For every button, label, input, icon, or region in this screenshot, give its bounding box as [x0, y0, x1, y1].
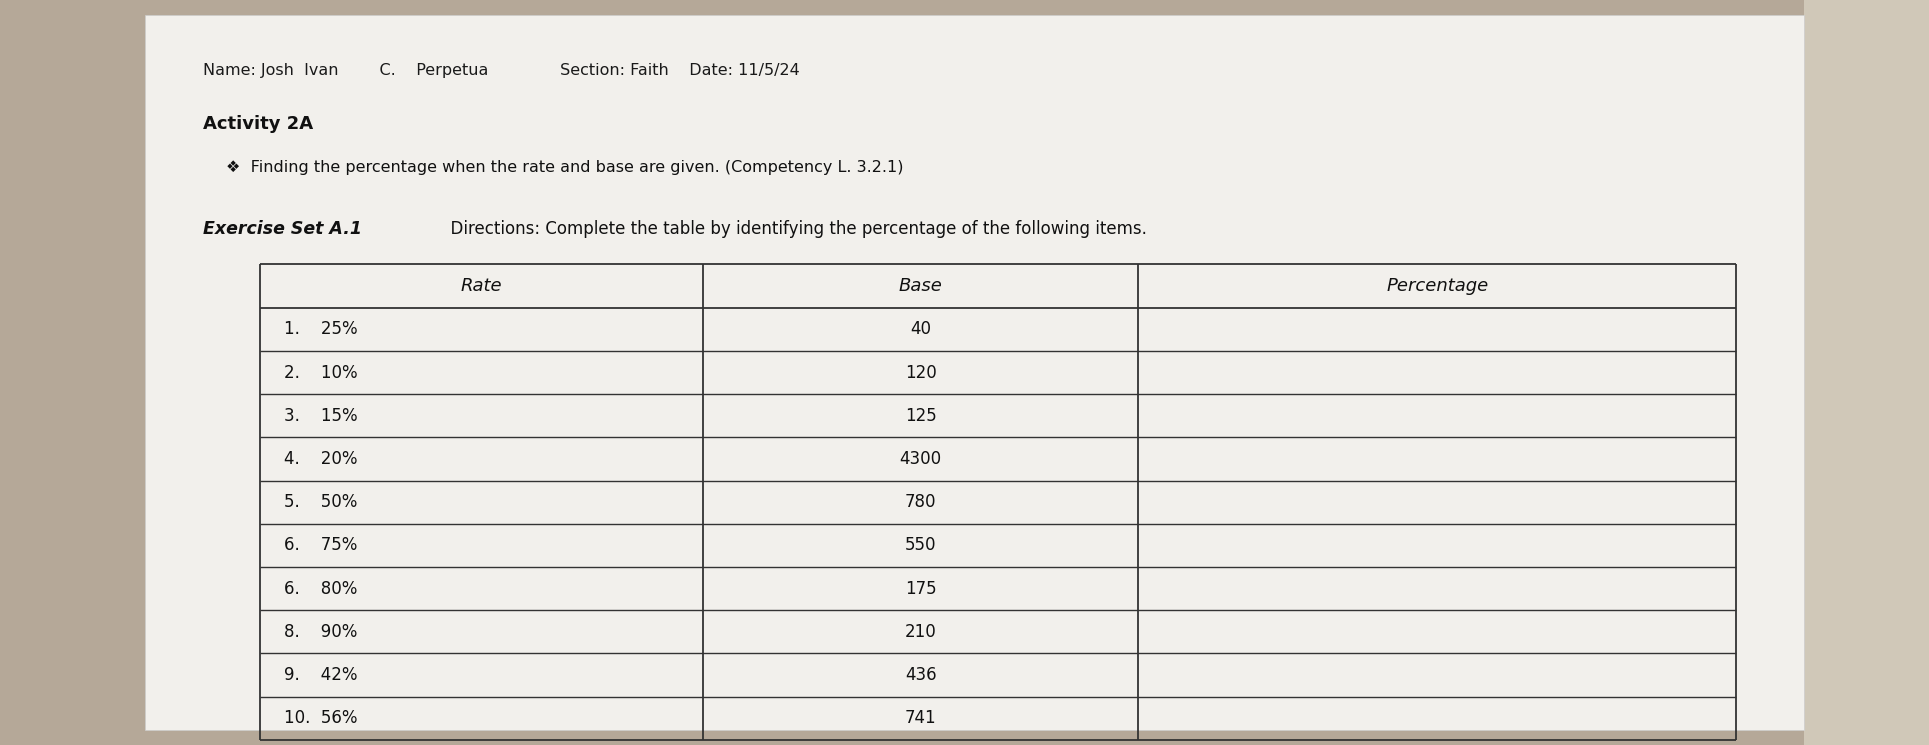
Text: 125: 125 [905, 407, 937, 425]
Text: 175: 175 [905, 580, 937, 597]
Text: 9.    42%: 9. 42% [284, 666, 357, 684]
Text: 210: 210 [905, 623, 937, 641]
Bar [1804, 0, 1929, 745]
Text: 6.    80%: 6. 80% [284, 580, 357, 597]
Text: Percentage: Percentage [1387, 277, 1489, 295]
Text: 8.    90%: 8. 90% [284, 623, 357, 641]
Text: 741: 741 [905, 709, 937, 727]
Text: Name: Josh  Ivan        C.    Perpetua              Section: Faith    Date: 11/5: Name: Josh Ivan C. Perpetua Section: Fai… [203, 63, 799, 78]
Text: Activity 2A: Activity 2A [203, 115, 312, 133]
Text: 10.  56%: 10. 56% [284, 709, 357, 727]
Text: 436: 436 [905, 666, 937, 684]
Text: 40: 40 [910, 320, 932, 338]
Text: 4.    20%: 4. 20% [284, 450, 357, 468]
Text: Rate: Rate [461, 277, 503, 295]
Text: 550: 550 [905, 536, 937, 554]
Text: 1.    25%: 1. 25% [284, 320, 357, 338]
Text: 6.    75%: 6. 75% [284, 536, 357, 554]
Text: Directions: Complete the table by identifying the percentage of the following it: Directions: Complete the table by identi… [440, 220, 1146, 238]
Text: 5.    50%: 5. 50% [284, 493, 357, 511]
Text: 120: 120 [905, 364, 937, 381]
Text: 2.    10%: 2. 10% [284, 364, 357, 381]
Text: ❖  Finding the percentage when the rate and base are given. (Competency L. 3.2.1: ❖ Finding the percentage when the rate a… [226, 160, 903, 175]
Text: Exercise Set A.1: Exercise Set A.1 [203, 220, 361, 238]
Text: 3.    15%: 3. 15% [284, 407, 357, 425]
Text: 4300: 4300 [899, 450, 941, 468]
Text: 780: 780 [905, 493, 937, 511]
Bar [145, 15, 1804, 730]
Text: Base: Base [899, 277, 943, 295]
